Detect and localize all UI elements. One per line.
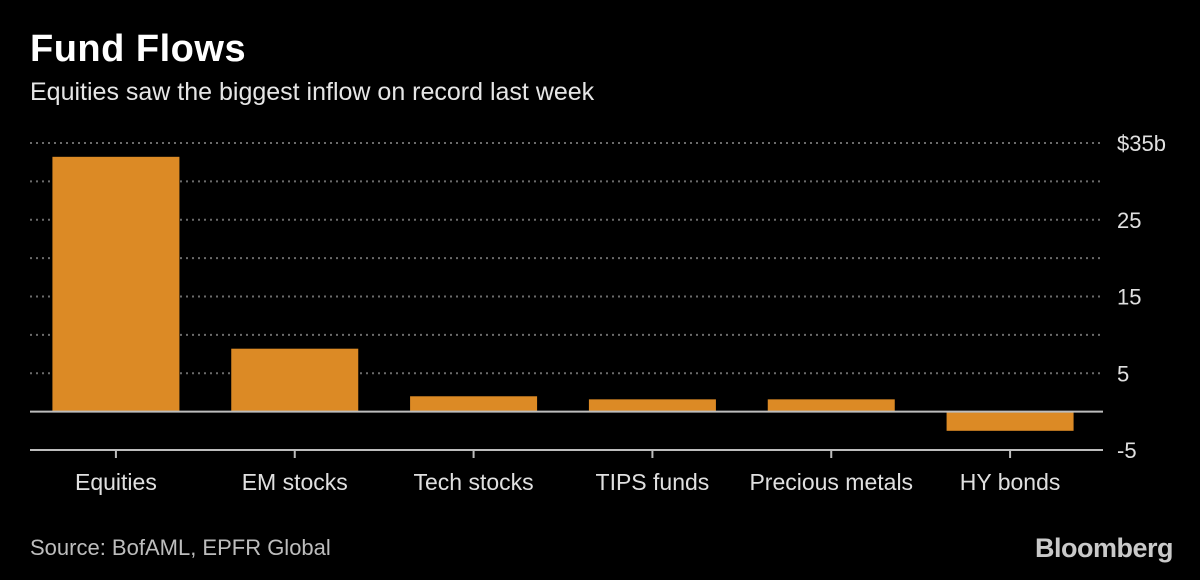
bar xyxy=(231,348,359,412)
bar xyxy=(410,396,538,412)
category-label: TIPS funds xyxy=(596,469,710,495)
axes xyxy=(30,410,1103,458)
y-tick-label: $35b xyxy=(1117,131,1166,156)
y-tick-label: -5 xyxy=(1117,438,1137,463)
chart-subtitle: Equities saw the biggest inflow on recor… xyxy=(30,78,595,106)
bar xyxy=(946,411,1074,431)
bar xyxy=(52,156,180,412)
bar xyxy=(767,399,895,412)
bar xyxy=(588,399,716,412)
category-label: Equities xyxy=(75,469,157,495)
gridlines xyxy=(30,142,1103,451)
category-label: Precious metals xyxy=(749,469,913,495)
labels: -5 5 15 25 $35b Equities EM stocks Tech stocks T… xyxy=(75,131,1166,495)
y-tick-label: 25 xyxy=(1117,208,1141,233)
chart-title: Fund Flows xyxy=(30,28,247,70)
category-label: HY bonds xyxy=(960,469,1061,495)
category-label: EM stocks xyxy=(242,469,348,495)
bloomberg-logo: Bloomberg xyxy=(1034,533,1174,563)
source-note: Source: BofAML, EPFR Global xyxy=(30,535,331,560)
category-label: Tech stocks xyxy=(414,469,534,495)
y-tick-label: 15 xyxy=(1117,285,1141,310)
y-tick-label: 5 xyxy=(1117,361,1129,386)
bars xyxy=(52,156,1074,431)
